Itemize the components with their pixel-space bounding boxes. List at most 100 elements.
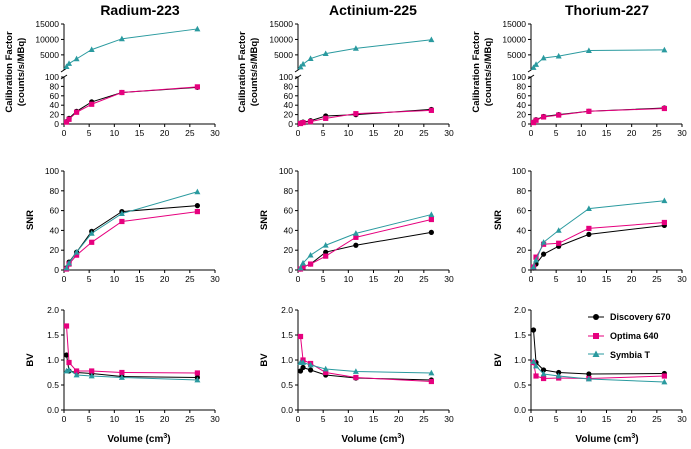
y-tick-label: 80 bbox=[284, 186, 294, 196]
point-optima-640 bbox=[540, 114, 547, 120]
point-symbia-t bbox=[428, 211, 435, 217]
point-optima-640 bbox=[323, 115, 329, 121]
point-symbia-t bbox=[585, 375, 592, 382]
series-line-symbia-t bbox=[66, 28, 198, 67]
series-discovery-670 bbox=[297, 229, 434, 272]
y-tick-label: 2.0 bbox=[47, 305, 59, 315]
x-tick-label: 20 bbox=[627, 414, 637, 424]
point-symbia-t bbox=[352, 368, 359, 374]
series-line-optima-640 bbox=[533, 221, 665, 268]
point-optima-640 bbox=[66, 116, 72, 122]
point-symbia-t bbox=[73, 371, 80, 378]
point-symbia-t bbox=[118, 35, 125, 42]
point-optima-640 bbox=[533, 117, 539, 123]
point-symbia-t bbox=[322, 50, 329, 57]
title-thorium-227: Thorium-227 bbox=[565, 2, 649, 18]
point-symbia-t bbox=[307, 55, 314, 61]
ylabel-snr-actinium: SNR bbox=[259, 210, 270, 230]
x-tick-label: 0 bbox=[296, 128, 301, 138]
point-symbia-t bbox=[533, 61, 540, 67]
series-line-optima-640 bbox=[66, 325, 198, 374]
x-tick-label: 15 bbox=[369, 128, 379, 138]
series-line-optima-640 bbox=[533, 107, 665, 123]
ylabel-cf-line2: (counts/s/MBq) bbox=[483, 38, 494, 107]
x-tick-label: 10 bbox=[344, 128, 354, 138]
series-symbia-t bbox=[63, 188, 201, 271]
series-line-discovery-670 bbox=[66, 354, 198, 378]
point-optima-640 bbox=[89, 239, 95, 245]
point-symbia-t bbox=[661, 46, 668, 53]
x-tick-label: 30 bbox=[210, 128, 220, 138]
point-symbia-t bbox=[352, 45, 359, 51]
panel-bv-radium-223: 0.0 0.5 1.0 1.5 2.0 0 5 10 15 20 25 30 bbox=[47, 305, 220, 424]
point-optima-640 bbox=[73, 109, 80, 115]
x-tick-label: 15 bbox=[602, 274, 612, 284]
y-tick-label: 60 bbox=[517, 91, 527, 101]
series-discovery-670 bbox=[530, 105, 667, 125]
series-optima-640 bbox=[530, 105, 667, 126]
x-tick-label: 15 bbox=[135, 274, 145, 284]
series-line-symbia-t bbox=[66, 191, 198, 269]
point-optima-640 bbox=[586, 225, 592, 232]
x-tick-label: 10 bbox=[344, 274, 354, 284]
point-symbia-t bbox=[118, 374, 125, 380]
x-tick-label: 25 bbox=[419, 274, 429, 284]
x-tick-label: 15 bbox=[602, 414, 612, 424]
y-tick-label: 1.0 bbox=[47, 355, 59, 365]
x-tick-label: 5 bbox=[554, 128, 559, 138]
point-symbia-t bbox=[88, 372, 95, 379]
y-tick-label: 15000 bbox=[502, 19, 526, 29]
point-symbia-t bbox=[661, 197, 668, 204]
y-tick-label: 0 bbox=[54, 265, 59, 275]
ylabel-cf-line2: (counts/s/MBq) bbox=[249, 38, 260, 107]
y-tick-label: 100 bbox=[45, 72, 59, 82]
point-symbia-t bbox=[73, 248, 80, 255]
xlabel-sup: 3 bbox=[631, 433, 635, 440]
point-optima-640 bbox=[428, 216, 434, 223]
point-optima-640 bbox=[119, 89, 125, 96]
y-tick-label: 0 bbox=[288, 265, 293, 275]
y-tick-label: 20 bbox=[517, 245, 527, 255]
x-tick-label: 5 bbox=[321, 128, 326, 138]
y-tick-label: 0 bbox=[521, 265, 526, 275]
point-symbia-t bbox=[307, 361, 314, 368]
y-tick-label: 0 bbox=[521, 119, 526, 129]
y-tick-label: 0.5 bbox=[514, 380, 526, 390]
series-symbia-t bbox=[63, 366, 201, 383]
point-discovery-670 bbox=[194, 203, 200, 209]
point-symbia-t bbox=[585, 47, 592, 53]
y-tick-label: 20 bbox=[50, 245, 60, 255]
y-tick-label: 20 bbox=[50, 110, 60, 120]
point-symbia-t bbox=[530, 263, 537, 270]
y-tick-label: 100 bbox=[279, 72, 293, 82]
point-symbia-t bbox=[530, 358, 537, 364]
ylabel-bv-thorium: BV bbox=[493, 353, 504, 367]
point-optima-640 bbox=[307, 261, 314, 267]
point-optima-640 bbox=[119, 369, 125, 376]
point-optima-640 bbox=[428, 107, 434, 113]
x-tick-label: 10 bbox=[577, 414, 587, 424]
ylabel-bv-actinium: BV bbox=[259, 353, 270, 367]
x-tick-label: 10 bbox=[110, 274, 120, 284]
x-tick-label: 20 bbox=[160, 274, 170, 284]
x-tick-label: 0 bbox=[296, 414, 301, 424]
title-actinium-225: Actinium-225 bbox=[329, 2, 417, 18]
x-tick-label: 25 bbox=[652, 128, 662, 138]
point-discovery-670 bbox=[307, 367, 314, 373]
y-tick-label: 100 bbox=[512, 72, 526, 82]
series-line-optima-640 bbox=[66, 86, 198, 123]
y-tick-label: 20 bbox=[284, 110, 294, 120]
ylabel-cf-line1: Calibration Factor bbox=[237, 31, 248, 113]
point-symbia-t bbox=[555, 372, 562, 379]
legend-label-symbia-t: Symbia T bbox=[610, 350, 651, 360]
x-tick-label: 15 bbox=[369, 274, 379, 284]
series-symbia-t bbox=[297, 359, 435, 376]
point-symbia-t bbox=[88, 46, 95, 53]
point-symbia-t bbox=[194, 188, 201, 195]
point-symbia-t bbox=[555, 227, 562, 233]
point-discovery-670 bbox=[63, 352, 70, 358]
y-tick-label: 80 bbox=[517, 81, 527, 91]
x-tick-label: 0 bbox=[62, 414, 67, 424]
